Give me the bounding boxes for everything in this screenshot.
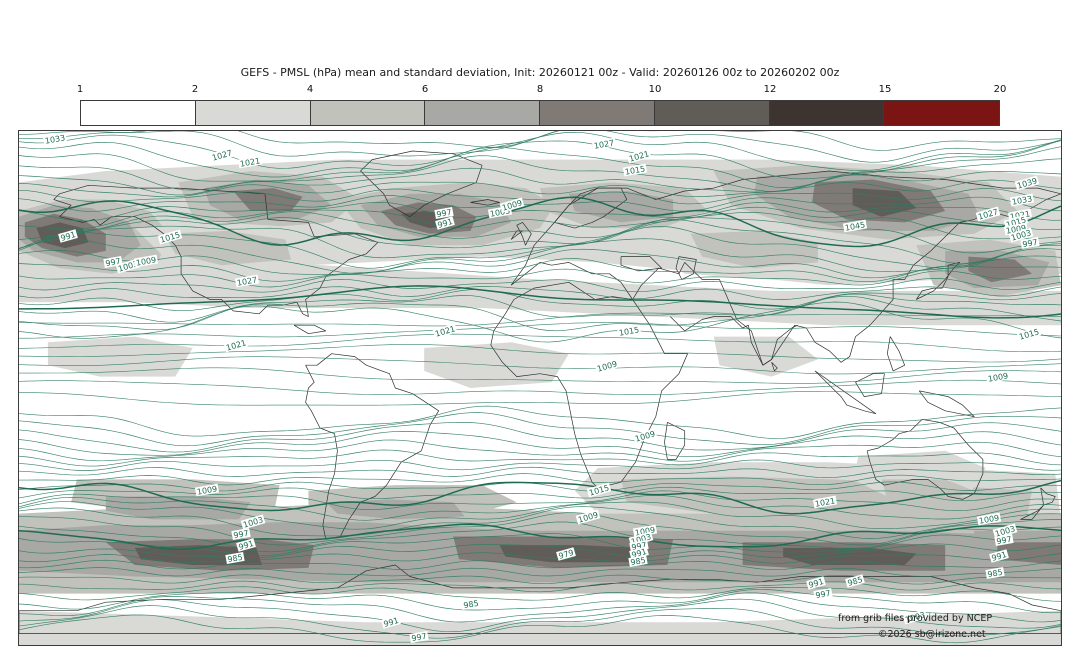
svg-text:997: 997 bbox=[815, 589, 832, 601]
contour-label: 997 bbox=[1020, 237, 1040, 250]
contour-label: 991 bbox=[236, 538, 256, 552]
colorbar-tick-10: 10 bbox=[648, 84, 662, 95]
svg-text:1033: 1033 bbox=[44, 133, 66, 145]
colorbar-segments bbox=[80, 100, 1000, 126]
contour-label: 1009 bbox=[985, 370, 1011, 384]
contour-label: 1009 bbox=[976, 512, 1002, 526]
svg-text:997: 997 bbox=[1022, 238, 1039, 250]
svg-text:985: 985 bbox=[463, 599, 480, 611]
svg-text:997: 997 bbox=[233, 529, 250, 541]
contour-label: 997 bbox=[409, 631, 429, 644]
svg-text:991: 991 bbox=[991, 550, 1008, 563]
colorbar-segment-1-2 bbox=[81, 101, 196, 125]
contour-label: 1033 bbox=[42, 132, 68, 146]
contour-label: 1045 bbox=[842, 219, 868, 233]
colorbar-tick-20: 20 bbox=[993, 84, 1007, 95]
colorbar-segment-6-8 bbox=[425, 101, 540, 125]
contour-label: 985 bbox=[628, 555, 648, 568]
contour-label: 985 bbox=[225, 552, 245, 565]
svg-text:985: 985 bbox=[630, 556, 647, 568]
contour-label: 1021 bbox=[812, 495, 838, 509]
contour-label: 1027 bbox=[591, 137, 617, 151]
colorbar: 1 2 4 6 8 10 12 15 20 bbox=[77, 84, 1006, 126]
contour-label: 1033 bbox=[1009, 193, 1035, 207]
svg-text:997: 997 bbox=[631, 541, 648, 553]
svg-text:1045: 1045 bbox=[844, 220, 866, 232]
contour-label: 997 bbox=[813, 588, 833, 601]
colorbar-tick-12: 12 bbox=[763, 84, 777, 95]
svg-text:1015: 1015 bbox=[618, 325, 640, 337]
colorbar-segment-8-10 bbox=[540, 101, 655, 125]
colorbar-segment-10-12 bbox=[654, 101, 770, 125]
contour-label: 1009 bbox=[133, 254, 159, 268]
svg-text:1015: 1015 bbox=[624, 164, 646, 176]
colorbar-segment-12-15 bbox=[769, 101, 885, 125]
colorbar-tick-labels: 1 2 4 6 8 10 12 15 20 bbox=[76, 84, 1007, 98]
svg-text:1027: 1027 bbox=[236, 275, 258, 287]
contour-label: 1027 bbox=[234, 274, 260, 288]
svg-text:991: 991 bbox=[437, 217, 454, 230]
contour-label: 997 bbox=[231, 528, 251, 541]
map-canvas[interactable]: 1033 1027 1021 991 997 1003 1009 1015 1027 1021 99… bbox=[18, 130, 1062, 646]
svg-text:991: 991 bbox=[60, 230, 77, 243]
svg-text:1009: 1009 bbox=[135, 255, 157, 267]
svg-text:1009: 1009 bbox=[987, 371, 1009, 383]
colorbar-segment-15-20 bbox=[884, 101, 999, 125]
svg-text:985: 985 bbox=[227, 553, 244, 565]
contour-label: 985 bbox=[845, 574, 865, 588]
colorbar-segment-4-6 bbox=[310, 101, 426, 125]
colorbar-tick-15: 15 bbox=[878, 84, 892, 95]
svg-text:1009: 1009 bbox=[196, 484, 218, 496]
contour-label: 979 bbox=[556, 547, 576, 561]
contour-label: 985 bbox=[985, 567, 1005, 580]
svg-text:1033: 1033 bbox=[1011, 194, 1033, 206]
svg-text:991: 991 bbox=[808, 577, 825, 590]
colorbar-tick-1: 1 bbox=[76, 84, 84, 95]
contour-label: 1015 bbox=[622, 163, 648, 177]
colorbar-tick-4: 4 bbox=[306, 84, 314, 95]
contour-label: 1021 bbox=[237, 155, 263, 169]
svg-text:997: 997 bbox=[436, 208, 453, 220]
svg-text:1009: 1009 bbox=[978, 513, 1000, 525]
colorbar-tick-6: 6 bbox=[421, 84, 429, 95]
contour-label: 991 bbox=[806, 576, 826, 590]
svg-text:997: 997 bbox=[105, 257, 122, 269]
contour-label: 991 bbox=[989, 549, 1009, 563]
svg-text:1021: 1021 bbox=[239, 156, 261, 168]
copyright-note: ©2026 sb@irizone.net bbox=[878, 629, 986, 640]
colorbar-tick-2: 2 bbox=[191, 84, 199, 95]
svg-text:991: 991 bbox=[238, 539, 255, 552]
svg-text:991: 991 bbox=[383, 616, 400, 629]
contour-label: 997 bbox=[994, 534, 1014, 547]
contour-label: 991 bbox=[381, 615, 401, 629]
svg-text:1027: 1027 bbox=[593, 138, 615, 150]
data-source-note: from grib files provided by NCEP bbox=[838, 613, 993, 624]
colorbar-segment-2-4 bbox=[195, 101, 311, 125]
contour-label: 985 bbox=[461, 598, 481, 611]
contour-label: 1009 bbox=[194, 483, 220, 497]
colorbar-tick-8: 8 bbox=[536, 84, 544, 95]
svg-text:985: 985 bbox=[847, 575, 864, 588]
contour-label: 997 bbox=[434, 207, 454, 220]
svg-text:997: 997 bbox=[996, 535, 1013, 547]
contour-label: 991 bbox=[435, 216, 455, 230]
svg-text:979: 979 bbox=[558, 548, 575, 561]
contour-label: 1015 bbox=[616, 324, 642, 338]
svg-text:997: 997 bbox=[411, 632, 428, 644]
contour-label: 991 bbox=[58, 229, 78, 243]
svg-text:1021: 1021 bbox=[814, 496, 836, 508]
svg-text:985: 985 bbox=[987, 568, 1004, 580]
page-title: GEFS - PMSL (hPa) mean and standard devi… bbox=[240, 66, 840, 79]
